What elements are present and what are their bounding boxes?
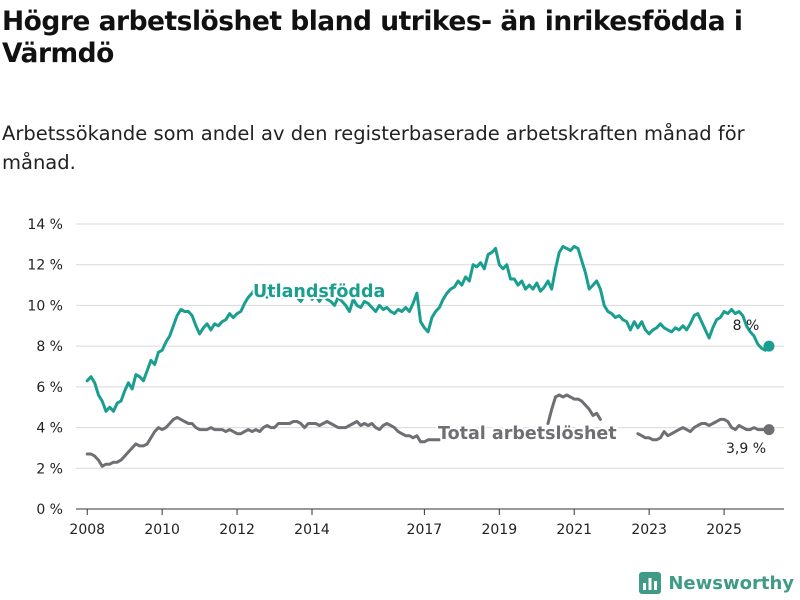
series-line-total [546, 393, 602, 425]
series-line-utlandsfodda [85, 244, 771, 413]
axes: 0 % 2 % 4 % 6 % 8 % 10 % 12 % 14 % 2008 2010 2012 2… [27, 217, 784, 538]
grid-lines [76, 223, 784, 510]
bar-chart-logo-icon [639, 572, 662, 594]
brand-name: Newsworthy [668, 572, 794, 594]
x-tick-label: 2023 [631, 522, 667, 538]
brand-logo[interactable]: Newsworthy [639, 568, 794, 598]
end-value-label-total: 3,9 % [726, 441, 766, 457]
end-marker-utlandsfodda [763, 340, 775, 352]
y-tick-label: 14 % [27, 217, 63, 233]
x-tick-label: 2017 [407, 522, 443, 538]
chart-title: Högre arbetslöshet bland utrikes- än inr… [2, 6, 743, 69]
annotations: Utlandsfödda Total arbetslöshet 8 % 3,9 … [251, 280, 766, 457]
x-tick-label: 2014 [294, 522, 330, 538]
y-tick-label: 10 % [27, 298, 63, 314]
y-tick-label: 0 % [36, 502, 63, 518]
series-line-total [85, 415, 441, 468]
chart-subtitle: Arbetssökande som andel av den registerb… [2, 122, 745, 174]
x-tick-label: 2019 [481, 522, 517, 538]
y-tick-label: 4 % [36, 421, 63, 437]
y-tick-label: 2 % [36, 461, 63, 477]
end-marker-total [763, 424, 775, 436]
y-tick-label: 6 % [36, 380, 63, 396]
series-lines [85, 244, 775, 468]
x-tick-label: 2010 [144, 522, 180, 538]
series-label-utlandsfodda: Utlandsfödda [253, 282, 385, 302]
y-tick-label: 12 % [27, 258, 63, 274]
x-tick-label: 2008 [69, 522, 105, 538]
x-tick-label: 2025 [706, 522, 742, 538]
x-tick-label: 2021 [556, 522, 592, 538]
x-tick-label: 2012 [219, 522, 255, 538]
end-value-label-utlandsfodda: 8 % [733, 318, 760, 334]
y-tick-label: 8 % [36, 339, 63, 355]
series-label-total: Total arbetslöshet [438, 424, 617, 444]
series-line-total [636, 417, 771, 442]
